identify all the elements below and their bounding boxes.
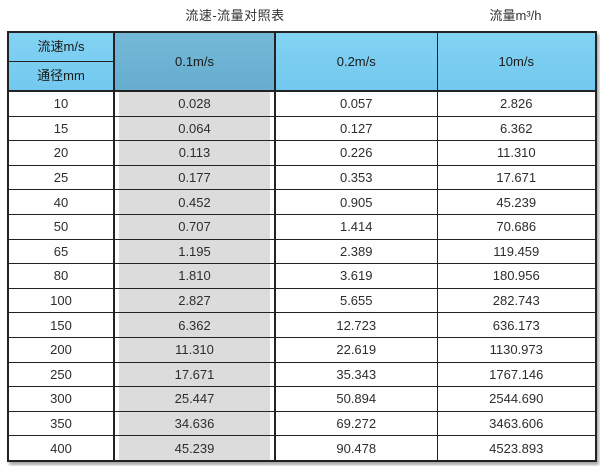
diameter-cell: 300	[7, 386, 115, 412]
diameter-cell: 150	[7, 312, 115, 338]
diameter-cell: 200	[7, 336, 115, 363]
flow-value-cell: 17.671	[113, 361, 276, 388]
velocity-header: 0.1m/s	[113, 31, 276, 92]
table-row: 15 0.064 0.127 6.362	[7, 115, 597, 142]
table-row: 80 1.810 3.619 180.956	[7, 263, 597, 289]
table-row: 300 25.447 50.894 2544.690	[7, 386, 597, 412]
table-row: 100 2.827 5.655 282.743	[7, 287, 597, 314]
flow-value-cell: 90.478	[274, 435, 438, 462]
flow-value-cell: 11.310	[113, 336, 276, 363]
flow-value-cell: 6.362	[113, 312, 276, 338]
flow-value-cell: 12.723	[274, 312, 438, 338]
header-row: 流速m/s 通径mm 0.1m/s 0.2m/s 10m/s	[7, 31, 597, 92]
diameter-cell: 25	[7, 164, 115, 191]
table-row: 10 0.028 0.057 2.826	[7, 90, 597, 117]
flow-value-cell: 1.810	[113, 263, 276, 289]
flow-value-cell: 1130.973	[436, 336, 597, 363]
diameter-cell: 20	[7, 140, 115, 166]
flow-value-cell: 636.173	[436, 312, 597, 338]
flow-value-cell: 69.272	[274, 410, 438, 437]
flow-value-cell: 0.353	[274, 164, 438, 191]
diameter-cell: 350	[7, 410, 115, 437]
flow-value-cell: 2.827	[113, 287, 276, 314]
diameter-cell: 50	[7, 213, 115, 240]
flow-value-cell: 17.671	[436, 164, 597, 191]
table-row: 65 1.195 2.389 119.459	[7, 238, 597, 265]
flow-value-cell: 34.636	[113, 410, 276, 437]
flow-rate-unit-label: 流量m³/h	[489, 8, 542, 23]
table-row: 25 0.177 0.353 17.671	[7, 164, 597, 191]
flow-value-cell: 2.389	[274, 238, 438, 265]
flow-value-cell: 2544.690	[436, 386, 597, 412]
flow-value-cell: 119.459	[436, 238, 597, 265]
corner-header-cell: 流速m/s 通径mm	[7, 31, 115, 92]
flow-value-cell: 70.686	[436, 213, 597, 240]
flow-value-cell: 0.177	[113, 164, 276, 191]
table-row: 250 17.671 35.343 1767.146	[7, 361, 597, 388]
table-row: 20 0.113 0.226 11.310	[7, 140, 597, 166]
diameter-cell: 100	[7, 287, 115, 314]
flow-value-cell: 180.956	[436, 263, 597, 289]
flow-value-cell: 0.452	[113, 189, 276, 215]
diameter-cell: 80	[7, 263, 115, 289]
flow-value-cell: 45.239	[113, 435, 276, 462]
flow-value-cell: 282.743	[436, 287, 597, 314]
flow-value-cell: 1.414	[274, 213, 438, 240]
table-body: 10 0.028 0.057 2.826 15 0.064 0.127 6.362 20 0.11…	[7, 90, 597, 462]
diameter-cell: 10	[7, 90, 115, 117]
diameter-cell: 250	[7, 361, 115, 388]
table-row: 400 45.239 90.478 4523.893	[7, 435, 597, 462]
diameter-cell: 400	[7, 435, 115, 462]
flow-value-cell: 0.707	[113, 213, 276, 240]
flow-value-cell: 0.057	[274, 90, 438, 117]
flow-value-cell: 1.195	[113, 238, 276, 265]
flow-value-cell: 2.826	[436, 90, 597, 117]
velocity-axis-label: 流速m/s	[9, 33, 113, 62]
flow-value-cell: 4523.893	[436, 435, 597, 462]
table-title: 流速-流量对照表	[185, 8, 285, 23]
diameter-cell: 40	[7, 189, 115, 215]
flow-value-cell: 0.028	[113, 90, 276, 117]
diameter-cell: 15	[7, 115, 115, 142]
diameter-cell: 65	[7, 238, 115, 265]
flow-value-cell: 35.343	[274, 361, 438, 388]
flow-value-cell: 3463.606	[436, 410, 597, 437]
flow-value-cell: 0.905	[274, 189, 438, 215]
velocity-header: 10m/s	[436, 31, 597, 92]
flow-value-cell: 22.619	[274, 336, 438, 363]
flow-value-cell: 6.362	[436, 115, 597, 142]
table-row: 350 34.636 69.272 3463.606	[7, 410, 597, 437]
flow-value-cell: 0.064	[113, 115, 276, 142]
flow-value-cell: 3.619	[274, 263, 438, 289]
table-row: 50 0.707 1.414 70.686	[7, 213, 597, 240]
flow-value-cell: 25.447	[113, 386, 276, 412]
flow-value-cell: 45.239	[436, 189, 597, 215]
table-row: 40 0.452 0.905 45.239	[7, 189, 597, 215]
flow-velocity-table: 流速m/s 通径mm 0.1m/s 0.2m/s 10m/s 10 0.028 0.05…	[7, 31, 597, 462]
flow-value-cell: 5.655	[274, 287, 438, 314]
flow-value-cell: 11.310	[436, 140, 597, 166]
velocity-header: 0.2m/s	[274, 31, 438, 92]
flow-value-cell: 1767.146	[436, 361, 597, 388]
table-row: 200 11.310 22.619 1130.973	[7, 336, 597, 363]
flow-value-cell: 50.894	[274, 386, 438, 412]
diameter-axis-label: 通径mm	[37, 68, 85, 83]
table-row: 150 6.362 12.723 636.173	[7, 312, 597, 338]
flow-value-cell: 0.226	[274, 140, 438, 166]
flow-value-cell: 0.127	[274, 115, 438, 142]
flow-value-cell: 0.113	[113, 140, 276, 166]
